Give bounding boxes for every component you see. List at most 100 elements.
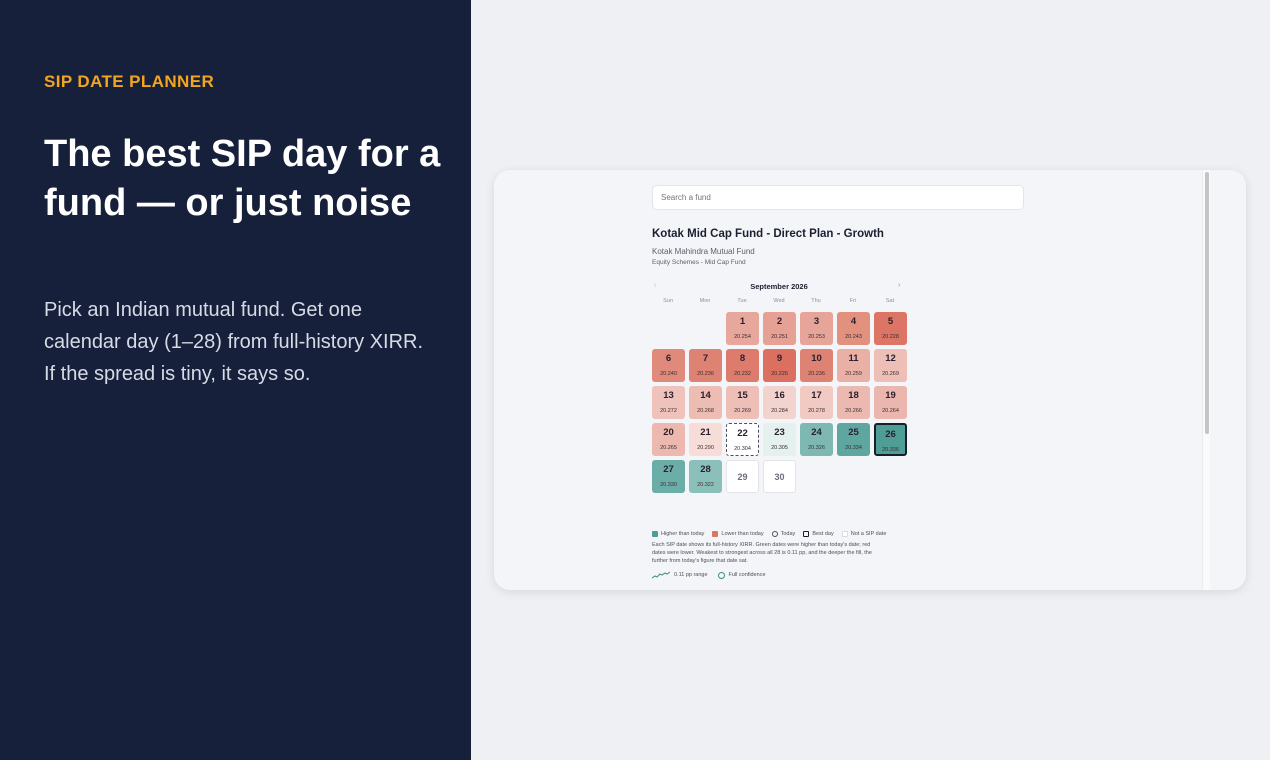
calendar-day-25[interactable]: 25 20.334: [837, 423, 870, 456]
chevron-right-icon[interactable]: ›: [898, 282, 901, 289]
day-xirr: 20.236: [697, 371, 714, 377]
legend-higher: Higher than today: [652, 531, 704, 537]
fund-title: Kotak Mid Cap Fund - Direct Plan - Growt…: [652, 228, 884, 240]
day-xirr: 20.322: [697, 482, 714, 488]
day-xirr: 20.269: [734, 408, 751, 414]
day-number: 28: [700, 464, 711, 475]
calendar-day-9[interactable]: 9 20.226: [763, 349, 796, 382]
day-xirr: 20.254: [734, 334, 751, 340]
day-number: 27: [663, 464, 674, 475]
calendar-day-15[interactable]: 15 20.269: [726, 386, 759, 419]
day-xirr: 20.228: [882, 334, 899, 340]
scrollbar-thumb[interactable]: [1205, 172, 1209, 434]
day-number: 29: [737, 472, 748, 482]
day-number: 5: [887, 316, 894, 327]
weekday-label: Mon: [699, 298, 711, 304]
search-input[interactable]: [652, 185, 1024, 210]
summary-footer: 0.11 pp range Full confidence: [652, 571, 766, 579]
calendar-month-title: September 2026: [750, 282, 808, 291]
day-number: 22: [737, 428, 748, 439]
day-xirr: 20.232: [734, 371, 751, 377]
day-number: 19: [885, 390, 896, 401]
calendar-day-28[interactable]: 28 20.322: [689, 460, 722, 493]
calendar-day-21[interactable]: 21 20.290: [689, 423, 722, 456]
not-sip-swatch-icon: [841, 531, 848, 537]
calendar-day-13[interactable]: 13 20.272: [652, 386, 685, 419]
calendar-day-22[interactable]: 22 20.304: [726, 423, 759, 456]
fund-category: Equity Schemes - Mid Cap Fund: [652, 259, 746, 266]
legend-best: Best day: [803, 531, 834, 537]
hero-headline: The best SIP day for a fund — or just no…: [44, 133, 441, 224]
calendar-day-30: 30: [763, 460, 796, 493]
day-number: 11: [848, 353, 859, 364]
weekday-label: Fri: [849, 298, 857, 304]
calendar-day-18[interactable]: 18 20.266: [837, 386, 870, 419]
sparkline-icon: [652, 571, 670, 579]
calendar-day-27[interactable]: 27 20.330: [652, 460, 685, 493]
calendar-day-26[interactable]: 26 20.336: [874, 423, 907, 456]
day-xirr: 20.253: [808, 334, 825, 340]
day-xirr: 20.251: [771, 334, 788, 340]
today-ring-icon: [771, 531, 778, 537]
day-number: 1: [739, 316, 746, 327]
calendar-day-2[interactable]: 2 20.251: [763, 312, 796, 345]
scrollbar[interactable]: [1202, 170, 1210, 590]
legend: Higher than today Lower than today Today…: [652, 531, 894, 537]
app-preview-card: Kotak Mid Cap Fund - Direct Plan - Growt…: [494, 170, 1246, 590]
calendar-day-17[interactable]: 17 20.278: [800, 386, 833, 419]
day-number: 6: [665, 353, 672, 364]
day-number: 15: [737, 390, 748, 401]
calendar-day-14[interactable]: 14 20.268: [689, 386, 722, 419]
calendar-day-16[interactable]: 16 20.284: [763, 386, 796, 419]
calendar-day-23[interactable]: 23 20.305: [763, 423, 796, 456]
day-number: 13: [663, 390, 674, 401]
calendar-day-4[interactable]: 4 20.243: [837, 312, 870, 345]
day-xirr: 20.330: [660, 482, 677, 488]
day-number: 8: [739, 353, 746, 364]
legend-today: Today: [771, 531, 795, 537]
fund-amc: Kotak Mahindra Mutual Fund: [652, 247, 755, 256]
day-xirr: 20.259: [845, 371, 862, 377]
confidence-label: Full confidence: [728, 572, 766, 578]
lower-swatch-icon: [712, 531, 719, 537]
calendar-day-11[interactable]: 11 20.259: [837, 349, 870, 382]
calendar-day-1[interactable]: 1 20.254: [726, 312, 759, 345]
day-xirr: 20.226: [771, 371, 788, 377]
calendar-day-10[interactable]: 10 20.236: [800, 349, 833, 382]
day-number: 30: [774, 472, 785, 482]
calendar-day-8[interactable]: 8 20.232: [726, 349, 759, 382]
calendar-day-7[interactable]: 7 20.236: [689, 349, 722, 382]
calendar-day-19[interactable]: 19 20.264: [874, 386, 907, 419]
day-number: 26: [885, 429, 896, 440]
day-xirr: 20.272: [660, 408, 677, 414]
weekday-label: Sun: [663, 298, 673, 304]
day-number: 2: [776, 316, 783, 327]
calendar-day-5[interactable]: 5 20.228: [874, 312, 907, 345]
weekday-label: Wed: [773, 298, 785, 304]
day-number: 9: [776, 353, 783, 364]
day-xirr: 20.304: [734, 446, 751, 452]
day-xirr: 20.236: [808, 371, 825, 377]
day-number: 3: [813, 316, 820, 327]
legend-lower: Lower than today: [712, 531, 764, 537]
calendar-day-6[interactable]: 6 20.240: [652, 349, 685, 382]
calendar-day-12[interactable]: 12 20.269: [874, 349, 907, 382]
calendar-day-20[interactable]: 20 20.265: [652, 423, 685, 456]
day-number: 24: [811, 427, 822, 438]
day-number: 16: [774, 390, 785, 401]
day-number: 25: [848, 427, 859, 438]
day-xirr: 20.268: [697, 408, 714, 414]
day-number: 20: [663, 427, 674, 438]
hero-panel: SIP DATE PLANNER The best SIP day for a …: [0, 0, 471, 760]
weekday-label: Tue: [737, 298, 747, 304]
range-label: 0.11 pp range: [674, 572, 708, 578]
day-number: 17: [811, 390, 822, 401]
day-xirr: 20.326: [808, 445, 825, 451]
chevron-left-icon[interactable]: ‹: [654, 282, 657, 289]
confidence-ring-icon: [717, 571, 725, 579]
calendar-day-24[interactable]: 24 20.326: [800, 423, 833, 456]
day-number: 21: [700, 427, 711, 438]
day-xirr: 20.334: [845, 445, 862, 451]
calendar-day-3[interactable]: 3 20.253: [800, 312, 833, 345]
day-xirr: 20.269: [882, 371, 899, 377]
